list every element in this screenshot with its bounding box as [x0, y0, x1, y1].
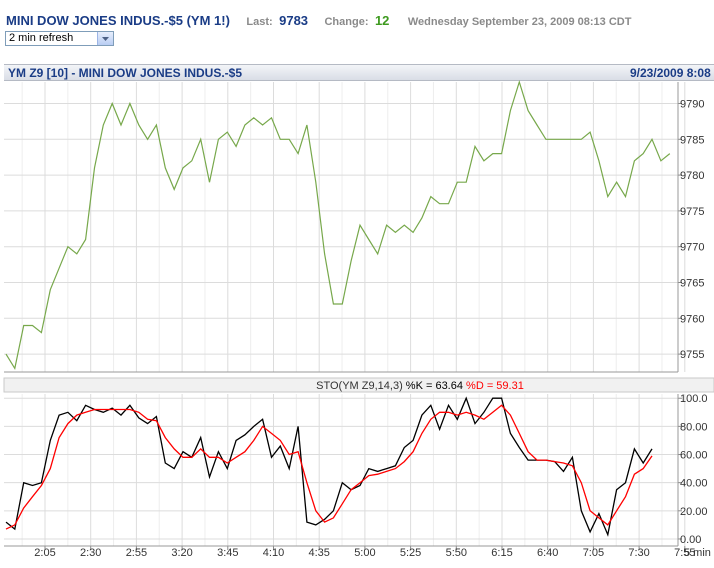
x-tick-label: 5:50 [446, 547, 467, 559]
indicator-label: STO(YM Z9,14,3) %K = 63.64 %D = 59.31 [316, 380, 524, 392]
refresh-interval-select[interactable]: 2 min refresh [5, 31, 114, 46]
refresh-selected-value: 2 min refresh [9, 32, 74, 44]
x-tick-label: 3:45 [217, 547, 238, 559]
price-y-tick-label: 9770 [680, 242, 704, 254]
x-tick-label: 4:35 [308, 547, 329, 559]
x-tick-label: 7:55 [674, 547, 695, 559]
x-tick-label: 7:30 [628, 547, 649, 559]
price-y-tick-label: 9780 [680, 170, 704, 182]
price-y-tick-label: 9755 [680, 349, 704, 361]
last-value: 9783 [279, 13, 309, 28]
chart-date: 9/23/2009 8:08 [630, 66, 711, 80]
last-label: Last: [246, 16, 273, 28]
x-tick-label: 5:25 [400, 547, 421, 559]
sto-y-tick-label: 100.0 [680, 393, 708, 405]
sto-y-tick-label: 40.00 [680, 478, 708, 490]
d-value-label: %D = 59.31 [466, 380, 524, 392]
price-y-tick-label: 9775 [680, 206, 704, 218]
x-tick-label: 5:00 [354, 547, 375, 559]
symbol-title[interactable]: MINI DOW JONES INDUS.-$5 (YM 1!) [6, 13, 230, 28]
x-tick-label: 3:20 [171, 547, 192, 559]
sto-y-tick-label: 80.00 [680, 421, 708, 433]
k-value-label: %K = 63.64 [406, 380, 466, 392]
price-series-line [5, 79, 671, 371]
chart-title: YM Z9 [10] - MINI DOW JONES INDUS.-$5 [8, 66, 243, 80]
sto-y-tick-label: 20.00 [680, 506, 708, 518]
d-series-line [5, 404, 653, 530]
k-series-line [5, 396, 653, 537]
indicator-name: STO(YM Z9,14,3) [316, 380, 406, 392]
timestamp: Wednesday September 23, 2009 08:13 CDT [407, 16, 632, 28]
chevron-down-icon[interactable] [97, 32, 113, 45]
x-unit-label: 5 min [684, 547, 711, 559]
change-label: Change: [324, 16, 369, 28]
sto-y-tick-label: 60.00 [680, 450, 708, 462]
x-tick-label: 2:30 [80, 547, 101, 559]
indicator-label-band [3, 377, 714, 393]
chart-title-bar: YM Z9 [10] - MINI DOW JONES INDUS.-$5 9/… [4, 64, 714, 81]
x-tick-label: 6:15 [491, 547, 512, 559]
price-y-tick-label: 9790 [680, 98, 704, 110]
price-y-tick-label: 9760 [680, 313, 704, 325]
change-value: 12 [374, 13, 390, 28]
x-tick-label: 2:05 [34, 547, 55, 559]
x-tick-label: 2:55 [126, 547, 147, 559]
x-tick-label: 7:05 [583, 547, 604, 559]
price-y-tick-label: 9765 [680, 277, 704, 289]
quote-header: MINI DOW JONES INDUS.-$5 (YM 1!) Last: 9… [6, 12, 631, 32]
price-plot-area [4, 82, 678, 372]
x-tick-label: 6:40 [537, 547, 558, 559]
price-y-tick-label: 9785 [680, 134, 704, 146]
sto-y-tick-label: 0.00 [680, 534, 701, 546]
x-tick-label: 4:10 [263, 547, 284, 559]
